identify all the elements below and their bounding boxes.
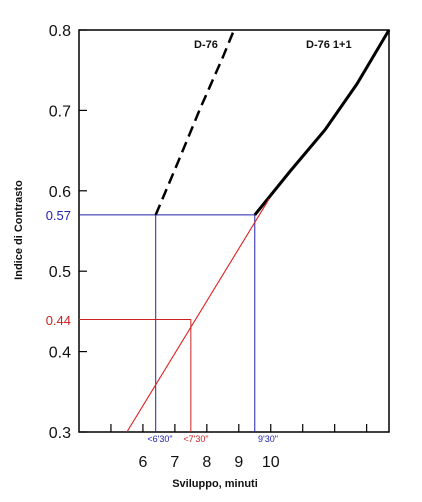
series-line-0 <box>154 29 236 216</box>
annotation-7m30: <7'30" <box>183 434 208 444</box>
x-tick-label: 9 <box>234 454 243 471</box>
y-tick-label: 0.5 <box>49 264 71 281</box>
y-tick-label: 0.3 <box>49 425 71 442</box>
x-tick-label: 10 <box>262 454 280 471</box>
y-tick-label: 0.4 <box>49 345 71 362</box>
series-label-d76-1plus1: D-76 1+1 <box>306 39 352 51</box>
y-tick-label: 0.6 <box>49 184 71 201</box>
x-axis-title: Sviluppo, minuti <box>172 478 258 490</box>
y-axis-title: Indice di Contrasto <box>13 180 25 280</box>
plot-frame <box>78 29 390 433</box>
axis-labels: 0.3 0.4 0.5 0.6 0.7 0.8 6 7 8 9 10 <box>49 23 280 471</box>
annotation-6m30: <6'30" <box>147 434 172 444</box>
annotation-044: 0.44 <box>46 313 71 328</box>
x-tick-label: 6 <box>138 454 147 471</box>
reference-lines <box>79 214 256 432</box>
y-tick-label: 0.8 <box>49 23 71 40</box>
annotation-9m30: 9'30" <box>258 434 278 444</box>
x-tick-label: 8 <box>202 454 211 471</box>
x-tick-label: 7 <box>170 454 179 471</box>
axis-ticks <box>79 29 368 433</box>
annotation-057: 0.57 <box>46 208 71 223</box>
series-label-d76: D-76 <box>194 39 218 51</box>
series-line-1 <box>253 29 391 216</box>
y-tick-label: 0.7 <box>49 103 71 120</box>
series-line-2 <box>126 198 270 433</box>
series-lines <box>126 29 391 433</box>
